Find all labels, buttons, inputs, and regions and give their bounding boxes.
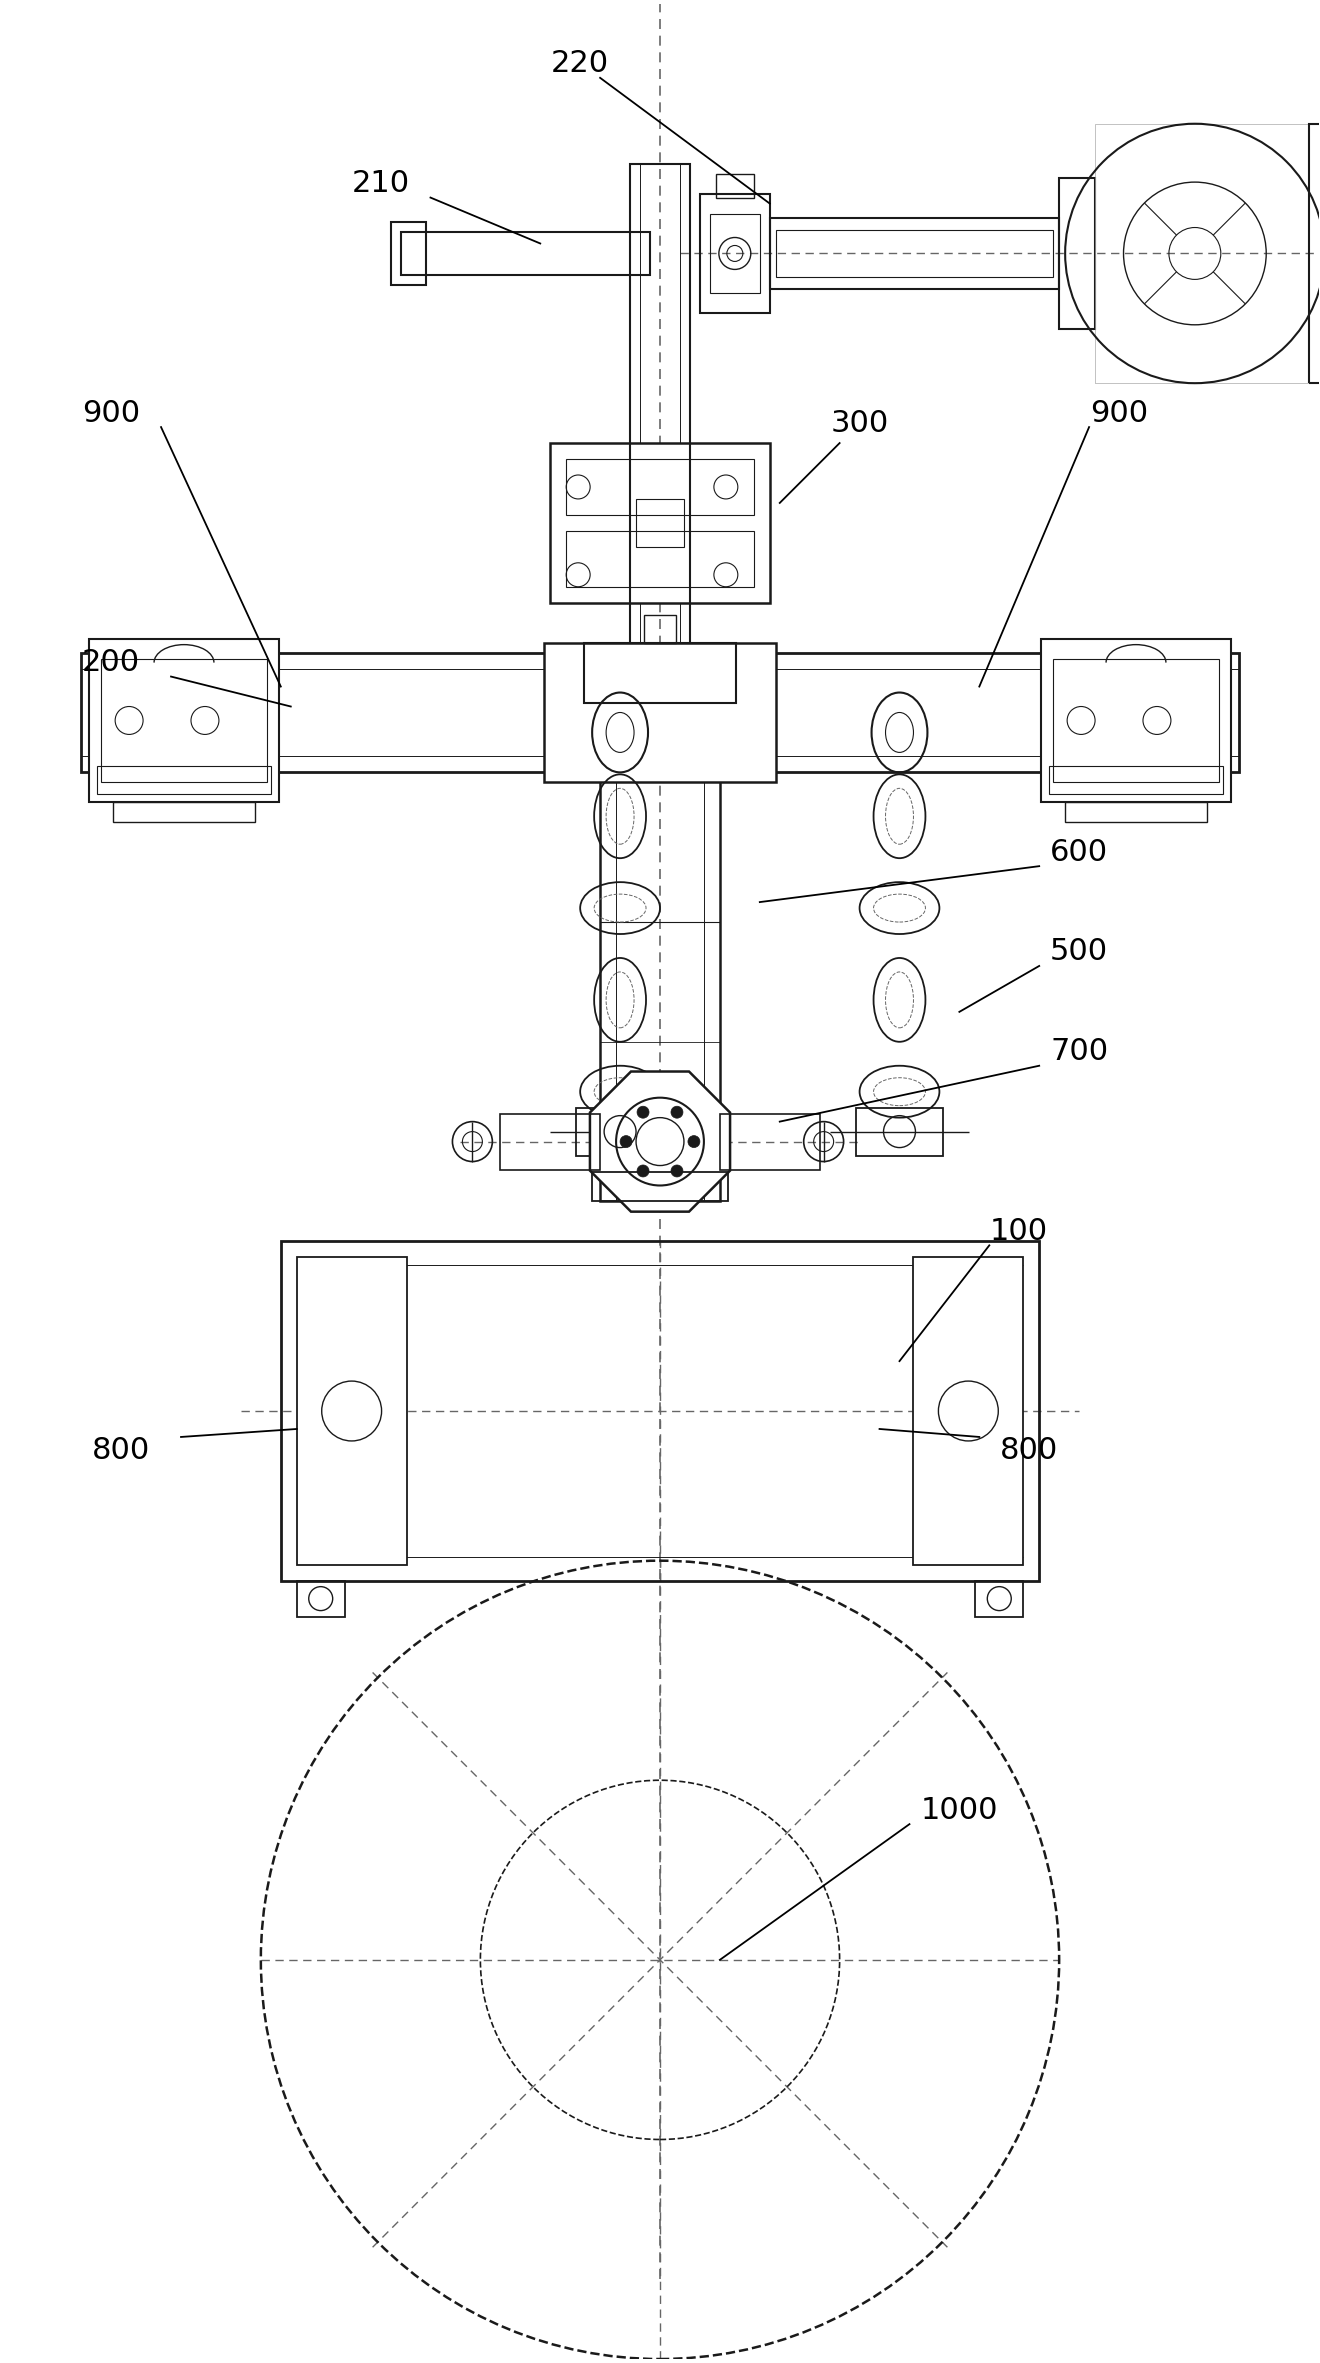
- Circle shape: [638, 1106, 649, 1118]
- Bar: [114, 803, 255, 822]
- Text: 800: 800: [1001, 1437, 1059, 1465]
- Circle shape: [638, 1165, 649, 1177]
- Circle shape: [620, 1137, 632, 1148]
- Text: 900: 900: [1090, 399, 1148, 428]
- Bar: [630, 163, 690, 683]
- Bar: [400, 232, 649, 276]
- Bar: [544, 643, 776, 782]
- Bar: [601, 643, 719, 1200]
- Bar: [1308, 123, 1320, 383]
- Bar: [776, 229, 1053, 276]
- Bar: [593, 1172, 727, 1200]
- Text: 900: 900: [82, 399, 140, 428]
- Bar: [500, 1113, 601, 1170]
- Bar: [297, 1257, 407, 1564]
- Bar: [90, 638, 279, 803]
- Bar: [281, 1241, 1039, 1581]
- Text: 1000: 1000: [920, 1796, 998, 1824]
- Bar: [566, 532, 754, 586]
- Text: 210: 210: [351, 170, 409, 198]
- Bar: [297, 1581, 345, 1616]
- Bar: [102, 659, 267, 782]
- Bar: [1053, 659, 1218, 782]
- Bar: [544, 643, 776, 782]
- Bar: [1059, 177, 1096, 328]
- Bar: [913, 1257, 1023, 1564]
- Text: 500: 500: [1049, 938, 1109, 966]
- Text: 600: 600: [1049, 839, 1109, 867]
- Bar: [1041, 638, 1230, 803]
- Bar: [1049, 766, 1222, 794]
- Circle shape: [671, 1106, 682, 1118]
- Text: 300: 300: [830, 409, 888, 437]
- Bar: [700, 194, 770, 314]
- Bar: [770, 217, 1059, 288]
- Text: 800: 800: [92, 1437, 150, 1465]
- Polygon shape: [590, 1070, 730, 1212]
- Bar: [636, 499, 684, 546]
- Bar: [975, 1581, 1023, 1616]
- Bar: [82, 652, 1238, 773]
- Bar: [98, 766, 271, 794]
- Text: 200: 200: [82, 647, 140, 678]
- Bar: [550, 442, 770, 603]
- Text: 100: 100: [990, 1217, 1048, 1245]
- Bar: [1096, 123, 1320, 383]
- Bar: [644, 614, 676, 643]
- Bar: [710, 213, 760, 293]
- Bar: [391, 222, 426, 286]
- Bar: [566, 458, 754, 515]
- Bar: [855, 1108, 944, 1156]
- Bar: [1065, 803, 1206, 822]
- Circle shape: [688, 1137, 700, 1148]
- Bar: [585, 643, 735, 702]
- Bar: [719, 1113, 820, 1170]
- Bar: [576, 1108, 664, 1156]
- Bar: [715, 172, 754, 198]
- Circle shape: [671, 1165, 682, 1177]
- Text: 700: 700: [1049, 1037, 1109, 1066]
- Text: 220: 220: [552, 50, 610, 78]
